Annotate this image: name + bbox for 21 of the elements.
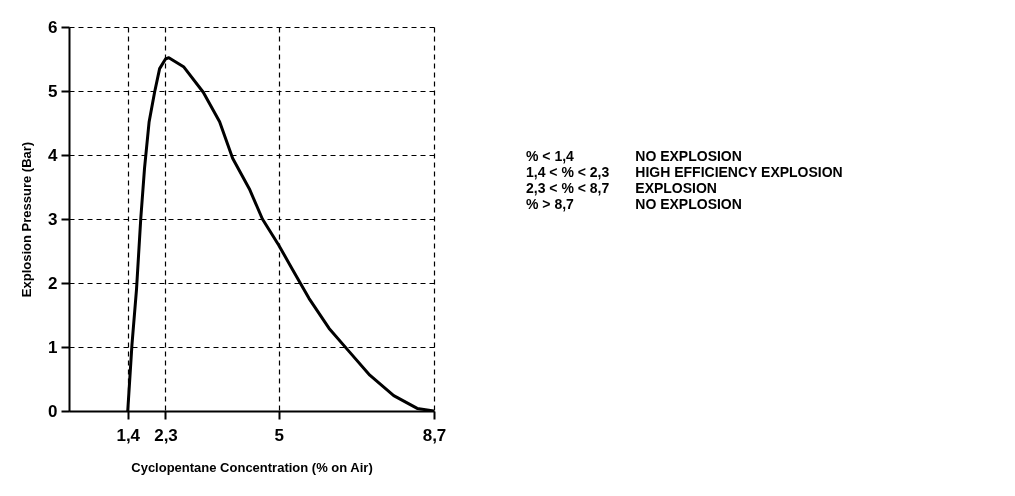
y-axis-title: Explosion Pressure (Bar) <box>19 141 35 298</box>
text: EXPLOSION <box>635 180 718 196</box>
text: NO EXPLOSION <box>635 196 743 212</box>
x-axis-title: Cyclopentane Concentration (% on Air) <box>131 459 373 475</box>
y-tick-label: 2 <box>48 273 58 293</box>
y-tick-label: 3 <box>48 209 58 229</box>
y-tick-label: 0 <box>48 401 58 421</box>
y-tick-label: 5 <box>48 81 58 101</box>
x-tick-label: 1,4 <box>116 425 141 445</box>
text: 1,4 < % < 2,3 <box>526 164 610 180</box>
text: % < 1,4 <box>526 148 575 164</box>
y-tick-label: 4 <box>48 145 59 165</box>
text: % > 8,7 <box>526 196 575 212</box>
x-tick-label: 8,7 <box>422 425 447 445</box>
text: NO EXPLOSION <box>635 148 743 164</box>
text: 2,3 < % < 8,7 <box>526 180 610 196</box>
text: HIGH EFFICIENCY EXPLOSION <box>635 164 843 180</box>
y-tick-label: 6 <box>48 17 58 37</box>
x-tick-label: 2,3 <box>154 425 178 445</box>
x-tick-label: 5 <box>274 425 284 445</box>
y-tick-label: 1 <box>48 337 58 357</box>
